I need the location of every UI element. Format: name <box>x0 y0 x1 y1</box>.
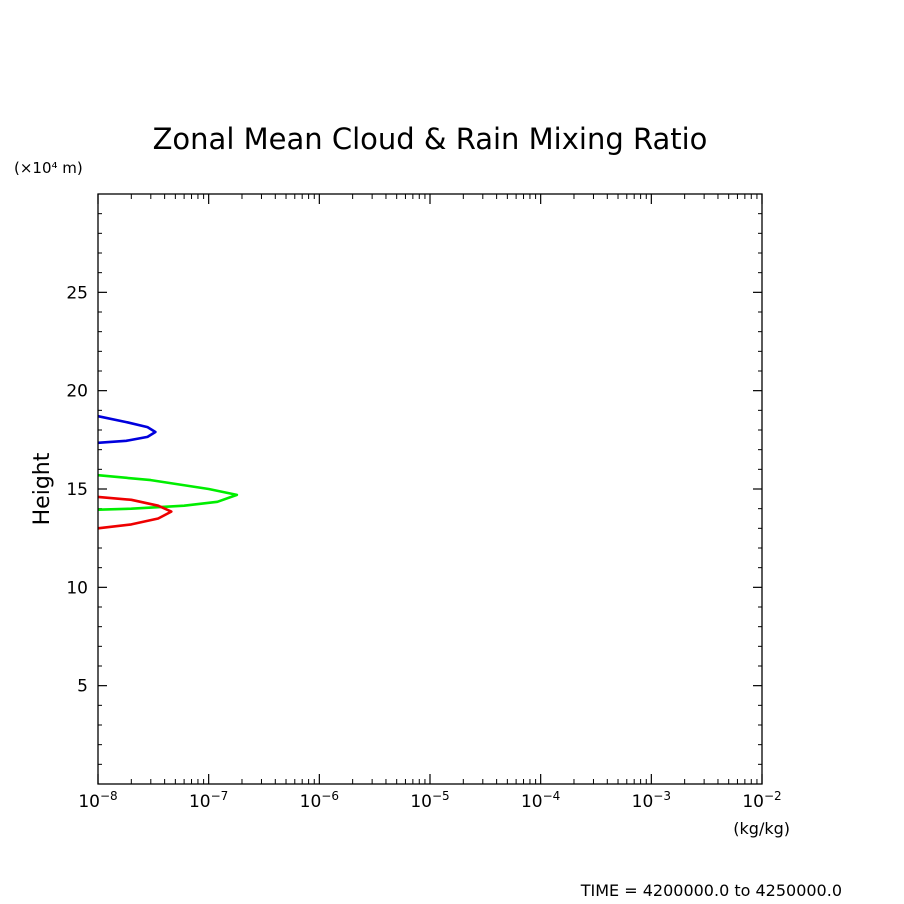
y-tick-label: 20 <box>66 382 88 402</box>
y-unit-label: (×10⁴ m) <box>14 159 83 177</box>
x-tick-label: 10−8 <box>78 789 117 812</box>
x-tick-label: 10−2 <box>742 789 781 812</box>
x-axis: 10−8 10−7 10−6 10−5 10−4 10−3 10−2 <box>78 194 782 812</box>
series-line-2 <box>97 473 239 511</box>
x-tick-label: 10−3 <box>632 789 671 812</box>
y-axis: 5 10 15 20 25 <box>66 283 762 697</box>
x-unit-label: (kg/kg) <box>733 819 790 838</box>
x-tick-label: 10−4 <box>521 789 560 812</box>
y-tick-label: 15 <box>66 480 88 500</box>
x-tick-label: 10−6 <box>300 789 339 812</box>
chart-title: Zonal Mean Cloud & Rain Mixing Ratio <box>153 122 708 156</box>
y-axis-label: Height <box>30 452 55 525</box>
series-line-1 <box>97 414 157 445</box>
plot-frame <box>97 193 763 785</box>
series-group <box>97 414 239 530</box>
y-tick-label: 10 <box>66 578 88 598</box>
x-tick-label: 10−5 <box>410 789 449 812</box>
minor-ticks <box>98 194 762 784</box>
y-tick-label: 5 <box>77 677 88 697</box>
y-tick-label: 25 <box>66 283 88 303</box>
series-line-3 <box>97 495 173 530</box>
x-tick-label: 10−7 <box>189 789 228 812</box>
time-range-label: TIME = 4200000.0 to 4250000.0 <box>580 881 842 900</box>
